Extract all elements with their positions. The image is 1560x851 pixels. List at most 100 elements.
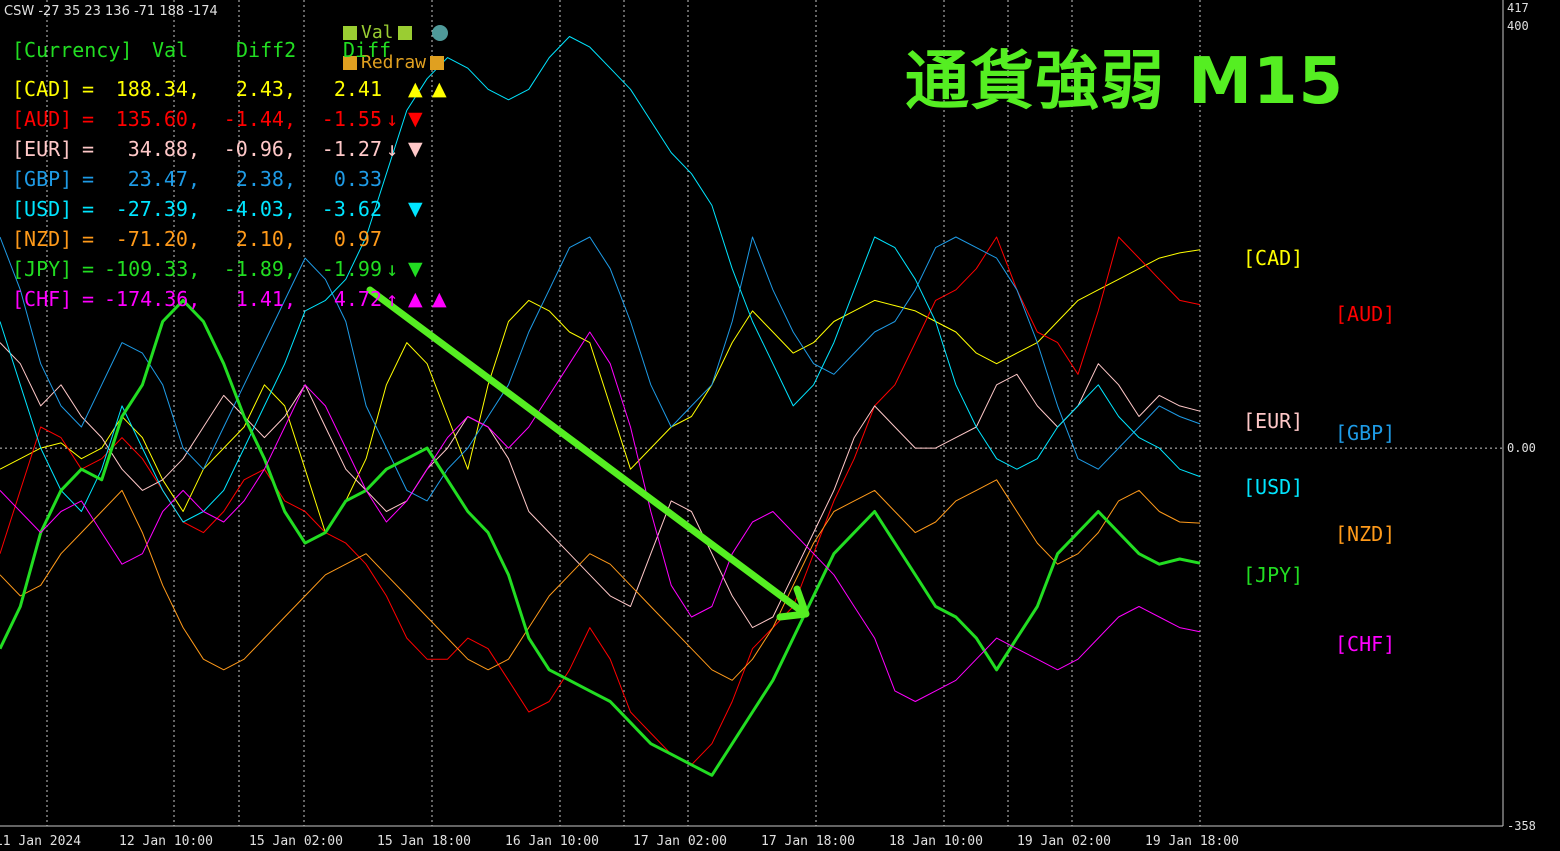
val-toggle-button[interactable]: Val [343,22,448,43]
cell-eq: = [82,137,95,161]
cell-val: 23.47, [127,167,200,191]
cell-diff2: -1.89, [223,257,296,281]
cell-val: 34.88, [127,137,200,161]
cell-arrow: ↓ [386,107,399,131]
col-diff2: Diff2 [236,38,297,62]
cell-diff: 4.72 [333,287,382,311]
x-tick-label: 11 Jan 2024 [0,834,81,849]
cell-diff2: 2.38, [235,167,296,191]
redraw-button[interactable]: Redraw [343,52,445,73]
up-triangle-icon: ▲ [408,288,423,310]
cell-val: -109.33, [104,257,201,281]
cell-name: [CAD] [12,77,73,101]
cell-name: [CHF] [12,287,73,311]
x-tick-label: 18 Jan 10:00 [889,834,983,849]
val-toggle-end-icon [397,25,412,40]
series-line-aud [0,236,1201,766]
cell-diff2: -0.96, [223,137,296,161]
down-triangle-icon: ▼ [408,138,423,160]
col-currency: [Currency] [12,38,133,62]
cell-diff: 0.33 [333,167,382,191]
redraw-label: Redraw [361,52,427,73]
legend-label: [CHF] [1335,632,1396,656]
chart-title: 通貨強弱 M15 [905,45,1345,119]
series-line-gbp [0,236,1201,502]
redraw-end-icon [430,55,445,70]
up-triangle-icon: ▲ [432,78,447,100]
cell-eq: = [82,77,95,101]
x-tick-label: 16 Jan 10:00 [505,834,599,849]
status-dot-icon[interactable] [431,24,448,41]
cell-diff: -1.27 [321,137,382,161]
cell-diff2: 2.43, [235,77,296,101]
series-line-usd [0,36,1201,523]
cell-diff2: -4.03, [223,197,296,221]
cell-diff2: 1.41, [235,287,296,311]
cell-val: -174.36, [104,287,201,311]
x-tick-label: 19 Jan 02:00 [1017,834,1111,849]
trend-arrow-shaft [366,286,804,614]
down-triangle-icon: ▼ [408,198,423,220]
legend-label: [CAD] [1243,246,1304,270]
y-tick-label: 417 [1507,1,1529,15]
legend-label: [JPY] [1243,563,1304,587]
val-toggle-icon [343,25,357,40]
col-val: Val [152,38,189,62]
cell-arrow: ↓ [386,137,399,161]
y-tick-label: -358 [1507,819,1536,833]
legend-label: [AUD] [1335,302,1396,326]
cell-arrow: ↓ [386,257,399,281]
legend-label: [EUR] [1243,409,1304,433]
cell-diff: -1.99 [321,257,382,281]
grid-lines [0,0,1503,826]
down-triangle-icon: ▼ [408,258,423,280]
series-line-cad [0,249,1201,534]
cell-val: 135.60, [115,107,200,131]
cell-eq: = [82,197,95,221]
cell-eq: = [82,227,95,251]
cell-eq: = [82,107,95,131]
y-tick-label: 0.00 [1507,441,1536,455]
indicator-header: CSW -27 35 23 136 -71 188 -174 [4,4,218,19]
x-tick-label: 15 Jan 18:00 [377,834,471,849]
cell-val: -71.20, [115,227,200,251]
cell-name: [USD] [12,197,73,221]
x-tick-label: 15 Jan 02:00 [249,834,343,849]
cell-diff: 0.97 [333,227,382,251]
legend-label: [NZD] [1335,522,1396,546]
cell-name: [JPY] [12,257,73,281]
legend-label: [USD] [1243,475,1304,499]
x-tick-label: 12 Jan 10:00 [119,834,213,849]
trend-arrow [366,286,810,621]
up-triangle-icon: ▲ [432,288,447,310]
cell-arrow: ↑ [386,287,399,311]
trend-arrow-head [776,585,810,621]
x-tick-label: 17 Jan 02:00 [633,834,727,849]
x-tick-label: 17 Jan 18:00 [761,834,855,849]
cell-diff2: -1.44, [223,107,296,131]
cell-name: [GBP] [12,167,73,191]
series-line-eur [0,342,1201,629]
cell-diff: -3.62 [321,197,382,221]
col-diff: Diff [343,38,392,62]
cell-name: [AUD] [12,107,73,131]
cell-name: [NZD] [12,227,73,251]
cell-val: -27.39, [115,197,200,221]
cell-name: [EUR] [12,137,73,161]
cell-eq: = [82,167,95,191]
cell-eq: = [82,287,95,311]
series-lines [0,36,1201,777]
cell-diff2: 2.10, [235,227,296,251]
y-tick-label: 400 [1507,19,1529,33]
redraw-icon [343,55,357,70]
series-line-chf [0,331,1201,702]
cell-diff: 2.41 [333,77,382,101]
cell-diff: -1.55 [321,107,382,131]
series-line-nzd [0,479,1201,681]
cell-val: 188.34, [115,77,200,101]
series-line-jpy [0,298,1201,777]
cell-eq: = [82,257,95,281]
